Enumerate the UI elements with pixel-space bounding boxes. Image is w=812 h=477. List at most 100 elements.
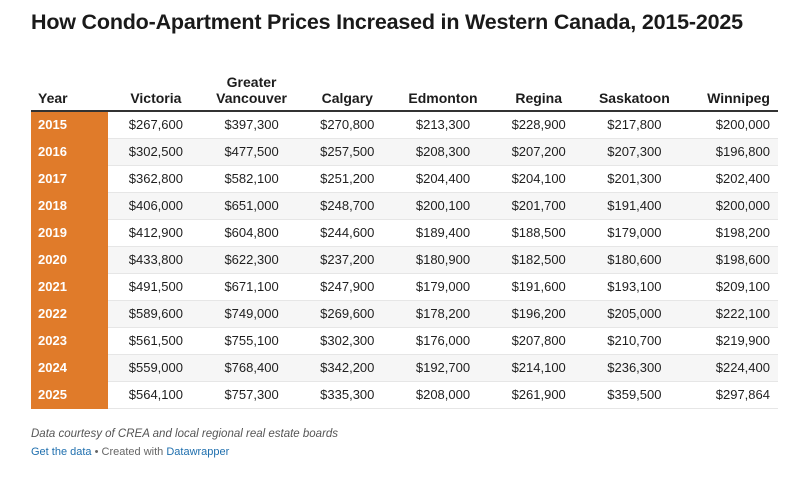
price-cell: $207,300 (586, 138, 683, 166)
price-cell: $196,200 (490, 300, 587, 328)
price-cell: $200,000 (682, 111, 778, 139)
price-cell: $179,000 (586, 219, 683, 247)
price-cell: $180,900 (395, 246, 491, 274)
price-cell: $270,800 (299, 111, 396, 139)
footer: Get the data • Created with Datawrapper (31, 446, 229, 458)
table-header: Year Victoria Greater Vancouver Calgary Edmo… (31, 64, 778, 112)
price-cell: $222,100 (682, 300, 778, 328)
year-cell: 2021 (31, 273, 109, 301)
price-cell: $248,700 (299, 192, 396, 220)
column-header-winnipeg: Winnipeg (682, 64, 778, 112)
column-header-calgary: Calgary (299, 64, 396, 112)
column-header-greater-vancouver: Greater Vancouver (203, 64, 300, 112)
price-cell: $302,300 (299, 327, 396, 355)
price-cell: $179,000 (395, 273, 491, 301)
price-cell: $209,100 (682, 273, 778, 301)
year-cell: 2015 (31, 111, 109, 139)
price-cell: $180,600 (586, 246, 683, 274)
price-cell: $210,700 (586, 327, 683, 355)
price-cell: $237,200 (299, 246, 396, 274)
price-cell: $228,900 (490, 111, 587, 139)
datawrapper-link[interactable]: Datawrapper (166, 446, 230, 458)
price-cell: $182,500 (490, 246, 587, 274)
price-cell: $491,500 (108, 273, 204, 301)
source-note: Data courtesy of CREA and local regional… (31, 428, 339, 440)
price-cell: $397,300 (203, 111, 300, 139)
column-header-regina: Regina (490, 64, 587, 112)
chart-title: How Condo-Apartment Prices Increased in … (31, 10, 743, 34)
price-cell: $671,100 (203, 273, 300, 301)
price-cell: $433,800 (108, 246, 204, 274)
price-cell: $207,200 (490, 138, 587, 166)
price-cell: $582,100 (203, 165, 300, 193)
price-cell: $251,200 (299, 165, 396, 193)
price-cell: $188,500 (490, 219, 587, 247)
price-cell: $236,300 (586, 354, 683, 382)
price-cell: $202,400 (682, 165, 778, 193)
price-cell: $564,100 (108, 381, 204, 409)
price-cell: $342,200 (299, 354, 396, 382)
price-cell: $213,300 (395, 111, 491, 139)
table-row: 2023 $561,500 $755,100 $302,300 $176,000 $207… (31, 327, 778, 355)
table-body: 2015 $267,600 $397,300 $270,800 $213,300 $228… (31, 111, 778, 409)
price-cell: $335,300 (299, 381, 396, 409)
year-cell: 2018 (31, 192, 109, 220)
table-row: 2017 $362,800 $582,100 $251,200 $204,400 $204… (31, 165, 778, 193)
price-cell: $749,000 (203, 300, 300, 328)
price-cell: $200,100 (395, 192, 491, 220)
year-cell: 2023 (31, 327, 109, 355)
price-cell: $412,900 (108, 219, 204, 247)
price-cell: $191,600 (490, 273, 587, 301)
price-cell: $193,100 (586, 273, 683, 301)
column-header-year: Year (31, 64, 109, 112)
year-cell: 2022 (31, 300, 109, 328)
year-cell: 2024 (31, 354, 109, 382)
table-row: 2020 $433,800 $622,300 $237,200 $180,900 $182… (31, 246, 778, 274)
price-cell: $189,400 (395, 219, 491, 247)
price-cell: $178,200 (395, 300, 491, 328)
price-cell: $201,300 (586, 165, 683, 193)
year-cell: 2020 (31, 246, 109, 274)
year-cell: 2025 (31, 381, 109, 409)
price-cell: $224,400 (682, 354, 778, 382)
price-cell: $191,400 (586, 192, 683, 220)
price-cell: $217,800 (586, 111, 683, 139)
price-cell: $757,300 (203, 381, 300, 409)
table-row: 2024 $559,000 $768,400 $342,200 $192,700 $214… (31, 354, 778, 382)
table-row: 2022 $589,600 $749,000 $269,600 $178,200 $196… (31, 300, 778, 328)
header-row: Year Victoria Greater Vancouver Calgary Edmo… (31, 64, 778, 112)
price-cell: $267,600 (108, 111, 204, 139)
price-cell: $205,000 (586, 300, 683, 328)
table-row: 2019 $412,900 $604,800 $244,600 $189,400 $188… (31, 219, 778, 247)
price-cell: $302,500 (108, 138, 204, 166)
price-cell: $477,500 (203, 138, 300, 166)
price-cell: $559,000 (108, 354, 204, 382)
price-cell: $406,000 (108, 192, 204, 220)
table-row: 2016 $302,500 $477,500 $257,500 $208,300 $207… (31, 138, 778, 166)
column-header-edmonton: Edmonton (395, 64, 491, 112)
price-cell: $768,400 (203, 354, 300, 382)
year-cell: 2017 (31, 165, 109, 193)
price-cell: $247,900 (299, 273, 396, 301)
price-cell: $176,000 (395, 327, 491, 355)
price-cell: $604,800 (203, 219, 300, 247)
column-header-saskatoon: Saskatoon (586, 64, 683, 112)
price-cell: $755,100 (203, 327, 300, 355)
price-cell: $208,000 (395, 381, 491, 409)
price-cell: $201,700 (490, 192, 587, 220)
get-the-data-link[interactable]: Get the data (31, 446, 92, 458)
price-cell: $589,600 (108, 300, 204, 328)
price-cell: $244,600 (299, 219, 396, 247)
column-header-victoria: Victoria (108, 64, 204, 112)
price-cell: $198,200 (682, 219, 778, 247)
price-cell: $257,500 (299, 138, 396, 166)
table-row: 2018 $406,000 $651,000 $248,700 $200,100 $201… (31, 192, 778, 220)
price-cell: $200,000 (682, 192, 778, 220)
year-cell: 2019 (31, 219, 109, 247)
table-row: 2021 $491,500 $671,100 $247,900 $179,000 $191… (31, 273, 778, 301)
price-cell: $192,700 (395, 354, 491, 382)
data-table: Year Victoria Greater Vancouver Calgary Edmo… (31, 64, 778, 409)
table-row: 2015 $267,600 $397,300 $270,800 $213,300 $228… (31, 111, 778, 139)
price-cell: $261,900 (490, 381, 587, 409)
